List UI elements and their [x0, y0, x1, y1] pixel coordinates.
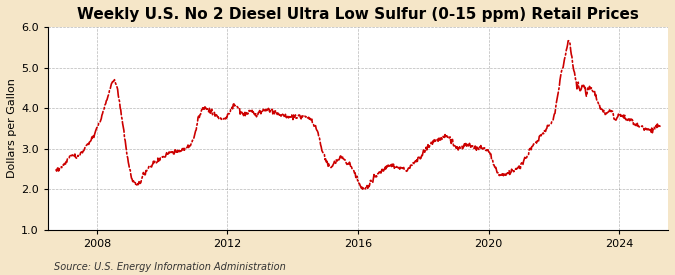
Text: Source: U.S. Energy Information Administration: Source: U.S. Energy Information Administ… — [54, 262, 286, 272]
Title: Weekly U.S. No 2 Diesel Ultra Low Sulfur (0-15 ppm) Retail Prices: Weekly U.S. No 2 Diesel Ultra Low Sulfur… — [77, 7, 639, 22]
Y-axis label: Dollars per Gallon: Dollars per Gallon — [7, 79, 17, 178]
